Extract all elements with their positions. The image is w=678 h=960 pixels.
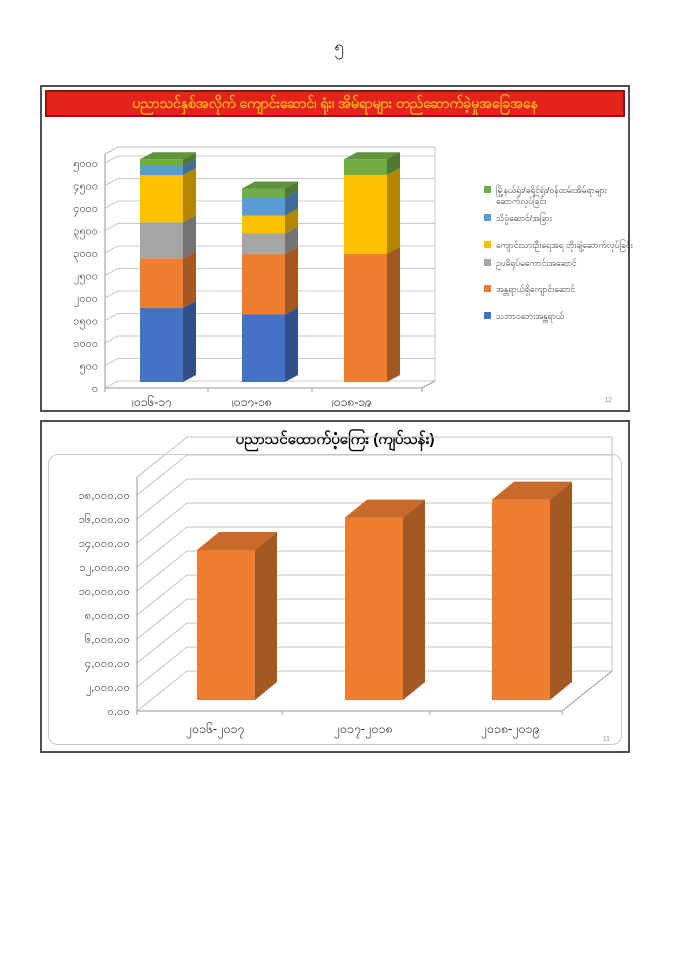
x-axis-label: ၂၀၁၆-၁၇	[128, 394, 172, 407]
legend-swatch	[484, 214, 491, 222]
svg-text:၁၅၀၀: ၁၅၀၀	[73, 316, 98, 330]
svg-text:၈,၀၀၀.၀၀: ၈,၀၀၀.၀၀	[85, 610, 130, 622]
svg-text:၀: ၀	[92, 383, 98, 395]
legend-item: ဥပဓိရုပ်မကောင်းအဆောင်	[484, 258, 636, 269]
x-axis-label: ၂၀၁၈-၂၀၁၉	[481, 722, 540, 739]
slide-number-11: 11	[602, 736, 610, 743]
legend-swatch	[484, 258, 491, 266]
svg-text:၃၀၀၀: ၃၀၀၀	[73, 248, 98, 262]
svg-text:၂၅၀၀: ၂၅၀၀	[74, 271, 98, 285]
construction-chart-panel: ပညာသင်နှစ်အလိုက် ကျောင်းဆောင်၊ ရုံး၊ အိမ…	[40, 85, 633, 412]
svg-text:၁၄,၀၀၀.၀၀: ၁၄,၀၀၀.၀၀	[78, 538, 130, 552]
svg-text:၁၈,၀၀၀.၀၀: ၁၈,၀၀၀.၀၀	[78, 490, 130, 502]
legend-swatch	[484, 285, 491, 293]
column-chart: ၀.၀၀ ၂,၀၀၀.၀၀ ၄,၀၀၀.၀၀ ၆,၀၀၀.၀၀ ၈,၀၀၀.၀၀ ၁၀,၀…	[78, 436, 613, 739]
legend-label: ကျောင်းသားဦးရေအရ တိုးချဲ့ဆောက်လုပ်ခြင်း	[496, 239, 633, 250]
svg-text:၁၆,၀၀၀.၀၀: ၁၆,၀၀၀.၀၀	[78, 513, 130, 526]
legend-swatch	[484, 240, 491, 248]
svg-text:၄၀၀၀: ၄၀၀၀	[73, 203, 98, 217]
svg-text:၆,၀၀၀.၀၀: ၆,၀၀၀.၀၀	[85, 633, 130, 646]
svg-text:၀.၀၀: ၀.၀၀	[107, 706, 130, 718]
svg-text:၃၅၀၀: ၃၅၀၀	[73, 226, 98, 240]
legend-item: ကျောင်းသားဦးရေအရ တိုးချဲ့ဆောက်လုပ်ခြင်း	[484, 240, 636, 251]
svg-text:၄,၀၀၀.၀၀: ၄,၀၀၀.၀၀	[85, 658, 130, 672]
legend-label: ဥပဓိရုပ်မကောင်းအဆောင်	[496, 257, 577, 268]
x-axis-label: ၂၀၁၈-၁၉	[328, 395, 372, 407]
slide-number-12: 12	[604, 397, 612, 404]
svg-text:၅၀၀: ၅၀၀	[79, 361, 98, 375]
x-axis-label: ၂၀၁၆-၂၀၁၇	[186, 721, 245, 739]
x-axis-label: ၂၀၁၇-၂၀၁၈	[334, 722, 393, 739]
svg-text:၁၂,၀၀၀.၀၀: ၁၂,၀၀၀.၀၀	[79, 562, 130, 576]
svg-text:၄၅၀၀: ၄၅၀၀	[73, 181, 98, 195]
x-axis-label: ၂၀၁၇-၁၈	[228, 395, 272, 407]
legend-label: အန္တရာယ်ရှိကျောင်းဆောင်	[496, 284, 576, 295]
legend-label: မြို့နယ်ရုံး/ခရိုင်ရုံး/ဝန်ထမ်းအိမ်ရာမျာ…	[496, 185, 607, 206]
chart2-title: ပညာသင်ထောက်ပံ့ကြေး (ကျပ်သန်း)	[235, 431, 435, 448]
stacked-column-chart: ၀ ၅၀၀ ၁၀၀၀ ၁၅၀၀ ၂၀၀၀ ၂၅၀၀ ၃၀၀၀ ၃၅၀၀ ၄၀၀၀ ၄၅၀၀ ၅၀၀၀…	[73, 146, 436, 407]
legend-item: သိပ္ပံဆောင်/အခြား	[484, 213, 636, 224]
svg-text:၂,၀၀၀.၀၀: ၂,၀၀၀.၀၀	[86, 682, 130, 696]
legend-item: သဘာဝဘေးအန္တရာယ်	[484, 311, 636, 322]
legend-label: သဘာဝဘေးအန္တရာယ်	[496, 310, 565, 321]
page-number: ၅	[334, 37, 344, 56]
legend-label: သိပ္ပံဆောင်/အခြား	[496, 213, 552, 224]
stipend-chart-panel: ပညာသင်ထောက်ပံ့ကြေး (ကျပ်သန်း) ၀.၀၀ ၂,၀၀၀.…	[40, 420, 630, 753]
chart1-title-banner: ပညာသင်နှစ်အလိုက် ကျောင်းဆောင်၊ ရုံး၊ အိမ…	[45, 90, 625, 117]
chart-legend: မြို့နယ်ရုံး/ခရိုင်ရုံး/ဝန်ထမ်းအိမ်ရာမျာ…	[484, 185, 636, 321]
legend-swatch	[484, 311, 491, 319]
svg-text:၅၀၀၀: ၅၀၀၀	[73, 158, 98, 172]
legend-swatch	[484, 186, 491, 193]
legend-item: မြို့နယ်ရုံး/ခရိုင်ရုံး/ဝန်ထမ်းအိမ်ရာမျာ…	[484, 185, 636, 206]
legend-item: အန္တရာယ်ရှိကျောင်းဆောင်	[484, 284, 636, 295]
svg-text:၂၀၀၀: ၂၀၀၀	[74, 293, 98, 307]
svg-text:၁၀,၀၀၀.၀၀: ၁၀,၀၀၀.၀၀	[78, 586, 130, 598]
svg-text:၁၀၀၀: ၁၀၀၀	[73, 338, 98, 350]
